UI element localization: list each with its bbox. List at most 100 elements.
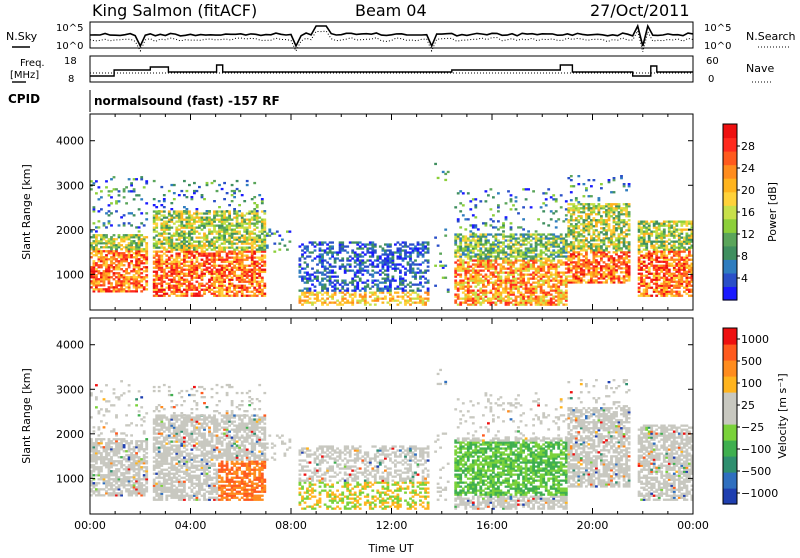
heatmap-cell [454, 251, 457, 253]
heatmap-cell [228, 219, 231, 221]
heatmap-cell [557, 272, 560, 274]
heatmap-cell [105, 262, 108, 264]
heatmap-cell [143, 270, 146, 272]
heatmap-cell [643, 283, 646, 285]
heatmap-cell [527, 251, 530, 253]
heatmap-cell [485, 278, 488, 280]
heatmap-cell [233, 259, 236, 261]
heatmap-cell [188, 212, 191, 214]
heatmap-cell [525, 257, 528, 259]
heatmap-cell [562, 243, 565, 245]
heatmap-cell [497, 247, 500, 249]
heatmap-cell [118, 284, 121, 286]
heatmap-cell [163, 227, 166, 229]
heatmap-cell [532, 255, 535, 257]
heatmap-cell [145, 244, 148, 246]
heatmap-cell [188, 214, 191, 216]
heatmap-cell [382, 302, 385, 304]
heatmap-cell [203, 293, 206, 295]
heatmap-cell [653, 251, 656, 253]
heatmap-cell [613, 269, 616, 271]
heatmap-cell [530, 249, 533, 251]
heatmap-cell [495, 284, 498, 286]
heatmap-cell [226, 265, 229, 267]
heatmap-cell [123, 290, 126, 292]
heatmap-cell [608, 265, 611, 267]
heatmap-cell [241, 251, 244, 253]
heatmap-cell [145, 218, 148, 220]
heatmap-cell [120, 290, 123, 292]
heatmap-cell [532, 274, 535, 276]
heatmap-cell [550, 268, 553, 270]
heatmap-cell [610, 203, 613, 205]
heatmap-cell [565, 255, 568, 257]
heatmap-cell [301, 300, 304, 302]
heatmap-cell [510, 280, 513, 282]
heatmap-cell [143, 240, 146, 242]
heatmap-cell [527, 278, 530, 280]
heatmap-cell [216, 219, 219, 221]
heatmap-cell [120, 236, 123, 238]
heatmap-cell [613, 209, 616, 211]
heatmap-cell [495, 268, 498, 270]
heatmap-cell [221, 267, 224, 269]
heatmap-cell [314, 290, 317, 292]
heatmap-cell [241, 225, 244, 227]
heatmap-cell [562, 292, 565, 294]
heatmap-cell [570, 191, 573, 193]
heatmap-cell [392, 261, 395, 263]
heatmap-cell [228, 273, 231, 275]
freq-right-top: 60 [706, 56, 719, 67]
heatmap-cell [487, 302, 490, 304]
heatmap-cell [585, 217, 588, 219]
heatmap-cell [261, 249, 264, 251]
heatmap-cell [145, 236, 148, 238]
heatmap-cell [228, 241, 231, 243]
heatmap-cell [339, 249, 342, 251]
heatmap-cell [615, 217, 618, 219]
heatmap-cell [620, 231, 623, 233]
heatmap-cell [140, 176, 143, 178]
heatmap-cell [404, 300, 407, 302]
heatmap-cell [138, 262, 141, 264]
heatmap-cell [168, 279, 171, 281]
heatmap-cell [537, 218, 540, 220]
heatmap-cell [95, 248, 98, 250]
heatmap-cell [201, 277, 204, 279]
heatmap-cell [165, 265, 168, 267]
heatmap-cell [467, 218, 470, 220]
heatmap-cell [485, 239, 488, 241]
heatmap-cell [359, 294, 362, 296]
heatmap-cell [145, 180, 148, 182]
heatmap-cell [173, 289, 176, 291]
heatmap-cell [389, 243, 392, 245]
heatmap-cell [120, 260, 123, 262]
heatmap-cell [565, 239, 568, 241]
heatmap-cell [600, 275, 603, 277]
heatmap-cell [170, 247, 173, 249]
heatmap-cell [241, 247, 244, 249]
heatmap-cell [540, 261, 543, 263]
heatmap-cell [485, 243, 488, 245]
heatmap-cell [565, 249, 568, 251]
heatmap-cell [243, 200, 246, 202]
heatmap-cell [188, 221, 191, 223]
heatmap-cell [123, 240, 126, 242]
heatmap-cell [605, 219, 608, 221]
heatmap-cell [206, 221, 209, 223]
heatmap-cell [522, 300, 525, 302]
heatmap-cell [256, 241, 259, 243]
heatmap-cell [482, 290, 485, 292]
heatmap-cell [638, 261, 641, 263]
heatmap-cell [542, 270, 545, 272]
heatmap-cell [585, 265, 588, 267]
heatmap-cell [570, 241, 573, 243]
heatmap-cell [517, 292, 520, 294]
heatmap-cell [507, 259, 510, 261]
heatmap-cell [479, 302, 482, 304]
heatmap-cell [203, 233, 206, 235]
heatmap-cell [530, 259, 533, 261]
heatmap-cell [402, 288, 405, 290]
heatmap-cell [537, 272, 540, 274]
heatmap-cell [417, 290, 420, 292]
